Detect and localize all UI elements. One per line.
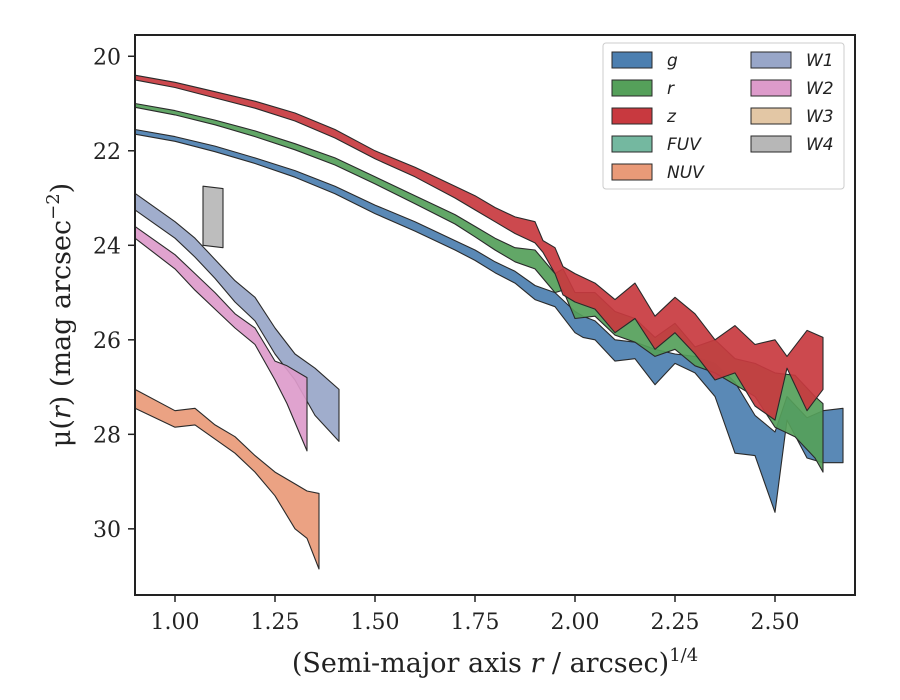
band-nuv [134,388,320,570]
y-tick-label: 30 [93,518,121,543]
legend-swatch-w2 [750,79,792,97]
legend-swatch-w3 [750,107,792,125]
band-g [134,128,844,513]
x-axis-label: (Semi-major axis r / arcsec)1/4 [292,645,698,679]
y-tick-label: 22 [93,140,121,165]
legend-swatch-w4 [750,135,792,153]
legend-label-g: g [667,51,678,71]
y-tick-label: 24 [93,234,121,259]
plot-frame [134,34,856,596]
legend-items: grz FUV NUV W1 W2 W3 W4 [611,51,834,183]
y-axis-label: μ(r) (mag arcsec−2) [43,183,77,447]
x-tick-label: 1.25 [251,610,300,635]
band-w1 [134,192,340,442]
legend-label-w3: W3 [806,107,834,127]
band-z [134,74,824,421]
x-tick-label: 2.00 [551,610,600,635]
y-tick-label: 20 [93,45,121,70]
legend-swatch-nuv [611,163,653,181]
legend-label-r: r [667,79,675,99]
x-tick-label: 1.50 [351,610,400,635]
y-axis-ticks: 20 22 24 26 28 30 [93,45,135,543]
band-r [134,102,824,473]
x-axis-ticks: 1.00 1.25 1.50 1.75 2.00 2.25 2.50 [151,595,800,635]
legend-swatch-r [611,79,653,97]
legend-swatch-z [611,107,653,125]
legend-label-fuv: FUV [667,135,702,155]
x-tick-label: 1.75 [451,610,500,635]
y-tick-label: 28 [93,423,121,448]
legend-swatch-g [611,51,653,69]
x-tick-label: 1.00 [151,610,200,635]
band-w4 [202,185,224,249]
legend-label-w2: W2 [806,79,834,99]
legend-label-nuv: NUV [667,163,705,183]
x-tick-label: 2.25 [651,610,700,635]
profile-bands [134,74,844,570]
y-tick-label: 26 [93,329,121,354]
legend-swatch-fuv [611,135,653,153]
x-tick-label: 2.50 [751,610,800,635]
legend-label-w1: W1 [806,51,834,71]
legend-label-z: z [666,107,677,127]
band-w2 [134,225,308,452]
legend: grz FUV NUV W1 W2 W3 W4 [602,42,845,190]
legend-swatch-w1 [750,51,792,69]
legend-label-w4: W4 [806,135,834,155]
